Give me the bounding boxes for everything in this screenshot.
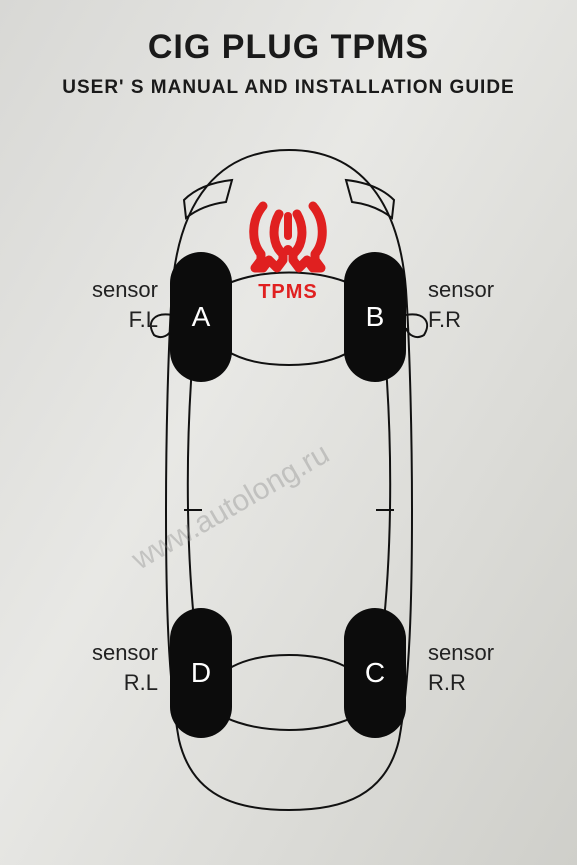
tire-rear-left: D — [170, 608, 232, 738]
tire-letter: D — [191, 657, 211, 689]
sensor-pos: R.L — [124, 670, 158, 695]
tpms-label: TPMS — [243, 281, 333, 304]
tire-letter: B — [366, 301, 385, 333]
tire-rear-right: C — [344, 608, 406, 738]
page-subtitle: USER' S MANUAL AND INSTALLATION GUIDE — [0, 77, 577, 99]
sensor-pos: R.R — [428, 670, 466, 695]
sensor-label-fl: sensor F.L — [68, 275, 158, 334]
tire-front-right: B — [344, 252, 406, 382]
tpms-diagram: TPMS A sensor F.L B sensor F.R D sensor … — [0, 140, 577, 845]
tire-front-left: A — [170, 252, 232, 382]
sensor-label-rl: sensor R.L — [68, 638, 158, 697]
sensor-label-fr: sensor F.R — [428, 275, 494, 334]
tire-letter: A — [192, 301, 211, 333]
tire-letter: C — [365, 657, 385, 689]
sensor-label-rr: sensor R.R — [428, 638, 494, 697]
sensor-text: sensor — [92, 640, 158, 665]
sensor-text: sensor — [428, 277, 494, 302]
sensor-pos: F.L — [129, 307, 158, 332]
sensor-text: sensor — [92, 277, 158, 302]
sensor-pos: F.R — [428, 307, 461, 332]
sensor-text: sensor — [428, 640, 494, 665]
page-title: CIG PLUG TPMS — [0, 0, 577, 67]
tpms-warning-icon: TPMS — [243, 198, 333, 304]
